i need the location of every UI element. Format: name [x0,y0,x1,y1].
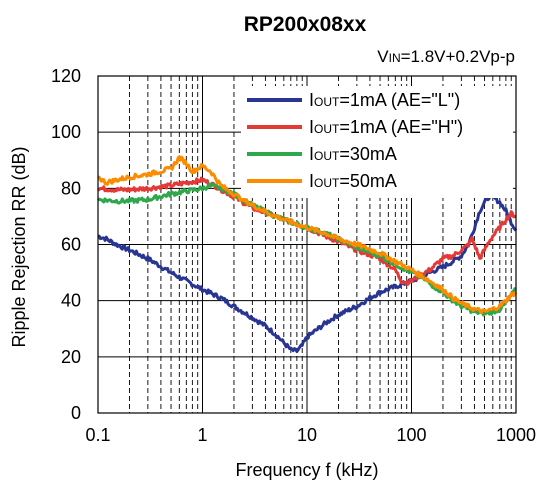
legend-label-prefix: I [309,171,314,191]
legend-label: IOUT=1mA (AE="L") [309,90,460,110]
legend-label-prefix: I [309,90,314,110]
legend-label-subscript: OUT [314,95,340,109]
y-tick-labels: 0 20 40 60 80 100 120 [51,66,81,423]
condition-prefix: V [377,47,389,66]
legend-label-text: =1mA (AE="H") [339,117,463,137]
series-line [96,155,518,315]
x-axis-label: Frequency f (kHz) [235,460,378,480]
condition-subscript: IN [389,51,401,65]
x-tick-label: 1 [197,425,207,445]
x-tick-label: 100 [396,425,426,445]
x-tick-label: 10 [297,425,317,445]
measurement-condition: VIN=1.8V+0.2Vp-p [377,47,515,66]
y-tick-label: 40 [61,291,81,311]
legend-label-text: =1mA (AE="L") [339,90,460,110]
series-line [97,193,518,354]
legend-label-prefix: I [309,117,314,137]
y-tick-label: 20 [61,347,81,367]
y-tick-label: 120 [51,66,81,86]
y-tick-label: 0 [71,403,81,423]
condition-text: =1.8V+0.2Vp-p [401,47,515,66]
chart-title: RP200x08xx [244,13,367,36]
plot-frame [97,75,517,414]
legend-label-subscript: OUT [314,176,340,190]
y-tick-label: 100 [51,122,81,142]
legend-label-subscript: OUT [314,149,340,163]
y-tick-label: 80 [61,178,81,198]
x-tick-label: 0.1 [85,425,110,445]
legend-label-prefix: I [309,144,314,164]
legend-label-subscript: OUT [314,122,340,136]
y-axis-label: Ripple Rejection RR (dB) [9,146,29,347]
legend-label-text: =30mA [339,144,397,164]
legend-label-text: =50mA [339,171,397,191]
legend: IOUT=1mA (AE="L")IOUT=1mA (AE="H")IOUT=3… [241,86,513,198]
plot-border [97,75,517,414]
y-tick-label: 60 [61,235,81,255]
legend-label: IOUT=1mA (AE="H") [309,117,463,137]
x-tick-label: 1000 [496,425,536,445]
legend-label: IOUT=50mA [309,171,397,191]
series-lines [96,155,518,354]
x-tick-labels: 0.1 1 10 100 1000 [85,425,536,445]
legend-label: IOUT=30mA [309,144,397,164]
